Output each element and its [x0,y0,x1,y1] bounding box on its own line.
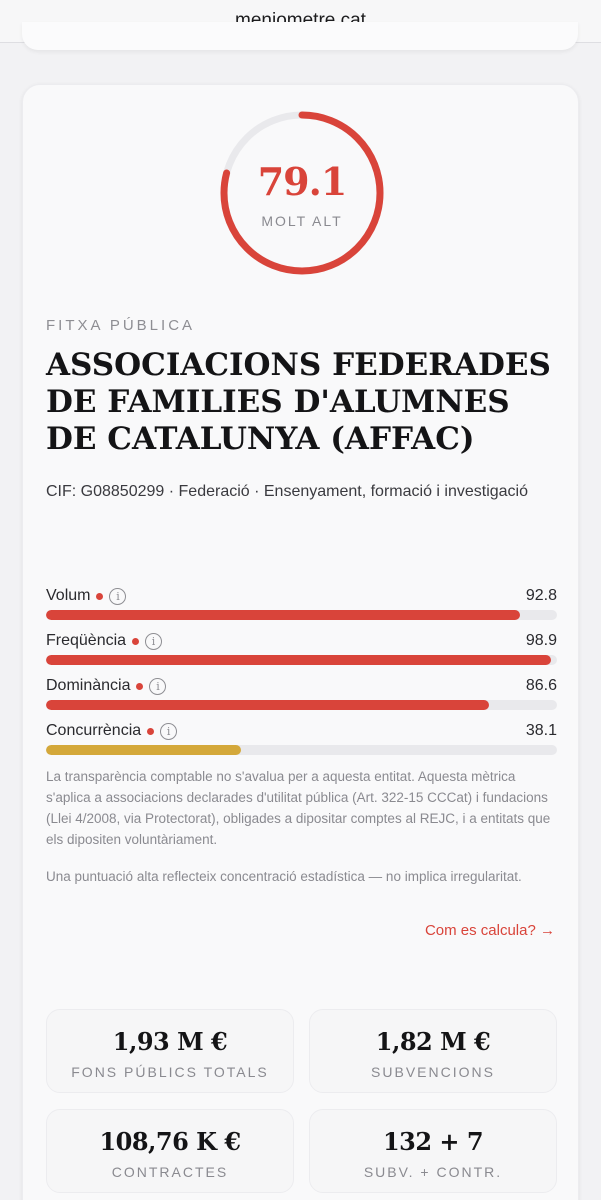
previous-card-edge [22,22,578,50]
metric-bar-track [46,655,557,665]
info-icon[interactable]: i [160,722,178,740]
disclaimer-note: Una puntuació alta reflecteix concentrac… [46,869,522,884]
score-gauge: 79.1 MOLT ALT [218,109,386,277]
stat-caption: SUBV. + CONTR. [363,1164,503,1180]
metric-value: 38.1 [525,722,557,739]
stat-total-public-funds: 1,93 M € FONS PÚBLICS TOTALS [46,1009,294,1093]
metric-bar-track [46,700,557,710]
score-value: 79.1 [257,159,348,204]
metric-bar-track [46,610,557,620]
status-dot [136,682,144,690]
how-is-it-calculated-link[interactable]: Com es calcula? → [424,922,555,939]
metric-value: 92.8 [525,587,557,604]
stat-subsidies: 1,82 M € SUBVENCIONS [309,1009,557,1093]
stat-caption: SUBVENCIONS [371,1064,495,1080]
metric-dominancia: Dominància i 86.6 [46,677,557,713]
metric-label: Freqüència [46,632,127,649]
metric-label: Concurrència [46,722,142,739]
transparency-note: La transparència comptable no s'avalua p… [46,769,551,847]
metric-bar-fill [46,745,241,755]
status-dot [132,637,140,645]
entity-meta: CIF: G08850299 · Federació · Ensenyament… [46,483,529,500]
info-icon[interactable]: i [145,632,163,650]
record-type-label: FITXA PÚBLICA [46,317,196,334]
metric-label: Volum [46,587,91,604]
metric-bar-fill [46,610,521,620]
status-dot [147,727,155,735]
score-gauge-ring [220,111,384,275]
metric-value: 86.6 [525,677,557,694]
stat-value: 108,76 K € [99,1127,241,1156]
metric-bar-fill [46,655,552,665]
metric-value: 98.9 [525,632,557,649]
metric-label: Dominància [46,677,131,694]
metric-concurrencia: Concurrència i 38.1 [46,722,557,758]
entity-card: 79.1 MOLT ALT FITXA PÚBLICA ASSOCIACIONS… [22,84,579,1200]
metric-bar-fill [46,700,489,710]
stat-caption: FONS PÚBLICS TOTALS [71,1064,269,1080]
entity-name: ASSOCIACIONS FEDERADES DE FAMILIES D'ALU… [46,347,551,457]
info-icon[interactable]: i [149,677,167,695]
score-level: MOLT ALT [261,213,343,229]
stat-caption: CONTRACTES [111,1164,229,1180]
metric-volum: Volum i 92.8 [46,587,557,623]
status-dot [96,592,104,600]
stat-value: 1,82 M € [375,1027,491,1056]
stat-value: 1,93 M € [112,1027,228,1056]
metric-frequencia: Freqüència i 98.9 [46,632,557,668]
metric-bar-track [46,745,557,755]
stat-subsidy-contract-count: 132 + 7 SUBV. + CONTR. [309,1109,557,1193]
stat-value: 132 + 7 [382,1127,484,1156]
stat-contracts: 108,76 K € CONTRACTES [46,1109,294,1193]
info-icon[interactable]: i [109,587,127,605]
